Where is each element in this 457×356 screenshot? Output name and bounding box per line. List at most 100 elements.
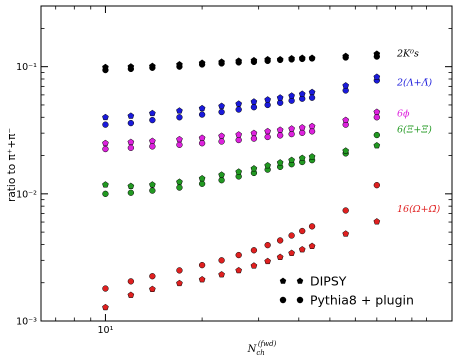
pythia-point <box>264 241 271 249</box>
dipsy-point <box>250 98 258 105</box>
pythia-point <box>308 94 316 101</box>
pythia-point <box>288 232 295 239</box>
pythia-point <box>373 131 380 139</box>
dipsy-point <box>127 182 135 189</box>
series-label: 2K⁰s <box>396 48 419 59</box>
dipsy-point <box>308 88 316 96</box>
dipsy-point <box>176 107 183 114</box>
dipsy-point <box>288 156 295 163</box>
pythia-point <box>235 136 242 144</box>
dipsy-point <box>176 135 183 143</box>
pythia-point <box>218 177 225 184</box>
pythia-point <box>373 182 380 189</box>
dipsy-point <box>298 154 306 161</box>
dipsy-point <box>308 122 316 130</box>
pythia-point <box>218 138 225 145</box>
series-labels: 2K⁰s 2(Λ+Λ̄) 6ϕ 6(Ξ+Ξ̄) 16(Ω+Ω̄) <box>396 48 441 215</box>
dipsy-point <box>149 285 156 292</box>
dipsy-point <box>198 275 206 283</box>
dipsy-point <box>276 159 284 166</box>
pythia-point <box>149 273 156 280</box>
dipsy-point <box>127 63 135 70</box>
dipsy-point <box>342 147 350 154</box>
pythia-point <box>299 227 306 235</box>
dipsy-point <box>176 178 183 185</box>
legend: DIPSY Pythia8 + plugin <box>279 274 414 308</box>
dipsy-point <box>218 102 225 109</box>
pythia-point <box>373 114 380 121</box>
x-axis-label-sub: ch <box>256 349 264 356</box>
dipsy-point <box>250 262 258 269</box>
pythia-point <box>342 87 349 94</box>
x-axis-label-main: N <box>247 344 258 355</box>
pythia-point <box>102 145 109 153</box>
dipsy-point <box>264 162 271 169</box>
dipsy-point <box>218 271 225 278</box>
dipsy-point <box>102 113 109 121</box>
dipsy-point <box>102 139 109 147</box>
dipsy-point <box>198 174 206 182</box>
pythia-point <box>176 184 183 191</box>
dipsy-point <box>288 249 295 256</box>
dipsy-point <box>308 54 316 61</box>
dipsy-point <box>264 127 271 135</box>
pythia-point <box>198 111 206 118</box>
dipsy-point <box>298 54 306 61</box>
pythia-point <box>149 187 156 194</box>
series-label: 6(Ξ+Ξ̄) <box>397 125 432 136</box>
legend-marker-circle <box>296 296 304 304</box>
dipsy-point <box>373 218 381 225</box>
data-points <box>102 50 381 311</box>
dipsy-point <box>288 54 295 62</box>
dipsy-point <box>149 109 156 117</box>
dipsy-point <box>264 96 271 103</box>
dipsy-point <box>288 92 295 99</box>
plot-frame <box>40 5 453 322</box>
dipsy-point <box>264 257 271 265</box>
pythia-point <box>250 104 258 111</box>
dipsy-point <box>308 153 316 160</box>
dipsy-point <box>298 245 306 253</box>
x-axis-label-sup: (fwd) <box>258 340 277 348</box>
dipsy-point <box>373 141 381 149</box>
dipsy-point <box>235 57 243 64</box>
pythia-point <box>176 141 183 148</box>
dipsy-point <box>102 181 109 188</box>
pythia-point <box>277 237 284 244</box>
dipsy-point <box>102 303 109 311</box>
pythia-point <box>176 267 183 274</box>
pythia-point <box>308 223 316 230</box>
dipsy-point <box>235 266 243 274</box>
dipsy-point <box>373 108 381 115</box>
y-tick-label: 10⁻¹ <box>16 62 37 73</box>
dipsy-point <box>198 59 206 66</box>
dipsy-point <box>176 279 183 287</box>
pythia-point <box>176 114 183 121</box>
pythia-point <box>127 278 135 285</box>
dipsy-point <box>276 55 284 63</box>
dipsy-point <box>288 125 295 132</box>
dipsy-point <box>298 90 306 97</box>
pythia-point <box>198 261 206 269</box>
legend-label: DIPSY <box>310 274 347 289</box>
pythia-point <box>264 101 271 109</box>
pythia-point <box>250 247 258 254</box>
pythia-point <box>308 128 316 135</box>
legend-marker-circle <box>279 296 287 304</box>
dipsy-point <box>276 94 284 101</box>
legend-marker-pentagon <box>279 277 287 284</box>
dipsy-point <box>298 124 306 131</box>
y-tick-label: 10⁻² <box>16 189 37 200</box>
dipsy-point <box>342 82 350 89</box>
pythia-point <box>149 143 156 150</box>
legend-label: Pythia8 + plugin <box>310 293 414 308</box>
dipsy-point <box>308 242 316 249</box>
dipsy-point <box>127 112 135 119</box>
dipsy-point <box>127 291 135 298</box>
pythia-point <box>198 180 206 187</box>
dipsy-point <box>250 56 258 64</box>
dipsy-point <box>342 52 350 59</box>
pythia-point <box>288 97 295 104</box>
series-label: 6ϕ <box>397 108 410 119</box>
